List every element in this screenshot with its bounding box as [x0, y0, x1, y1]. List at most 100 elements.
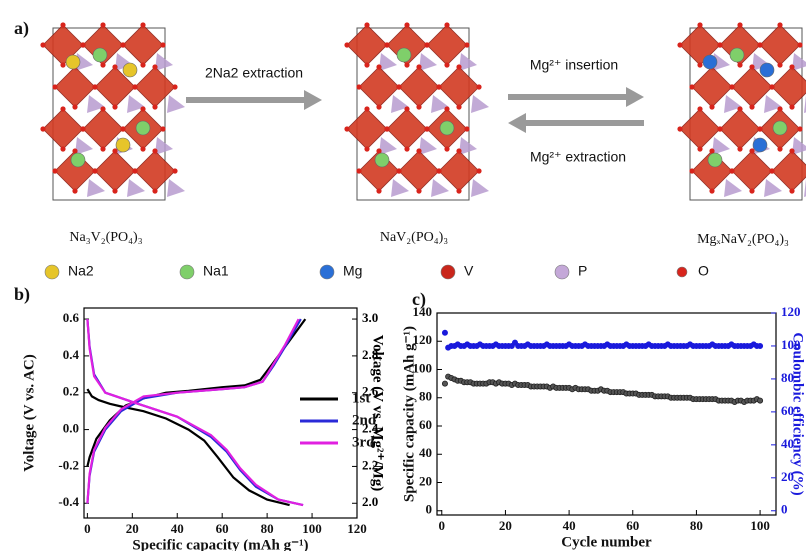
- arrow-label: 2Na2 extraction: [205, 65, 303, 81]
- o-atom: [152, 64, 157, 69]
- po4-tetrahedron: [431, 179, 449, 197]
- o-atom: [60, 106, 65, 111]
- y-axis-label: Voltage (V vs. AC): [21, 354, 37, 472]
- x-tick-label: 20: [126, 521, 139, 536]
- o-atom: [100, 106, 105, 111]
- point: [442, 330, 447, 335]
- y-tick-label: 40: [419, 445, 432, 460]
- y-tick-label: 80: [419, 389, 432, 404]
- o-atom: [797, 126, 802, 131]
- atom: [730, 48, 744, 62]
- o-atom: [757, 42, 762, 47]
- atom: [93, 48, 107, 62]
- y2-tick-label: 3.0: [362, 310, 378, 325]
- o-atom: [717, 126, 722, 131]
- vo6-octahedron: [772, 67, 806, 107]
- o-atom: [444, 106, 449, 111]
- atom: [123, 63, 137, 77]
- o-atom: [160, 126, 165, 131]
- y-tick-label: 60: [419, 417, 432, 432]
- o-atom: [789, 188, 794, 193]
- legend-label: P: [578, 263, 587, 279]
- po4-tetrahedron: [724, 179, 742, 197]
- atom: [375, 153, 389, 167]
- o-atom: [112, 188, 117, 193]
- o-atom: [456, 188, 461, 193]
- po4-tetrahedron: [459, 53, 477, 71]
- o-atom: [152, 104, 157, 109]
- o-atom: [140, 62, 145, 67]
- atom: [708, 153, 722, 167]
- po4-tetrahedron: [379, 53, 397, 71]
- y2-tick-label: 2.0: [362, 494, 378, 509]
- o-atom: [677, 126, 682, 131]
- o-atom: [717, 42, 722, 47]
- o-atom: [769, 168, 774, 173]
- o-atom: [172, 168, 177, 173]
- x-tick-label: 120: [347, 521, 367, 536]
- o-atom: [689, 84, 694, 89]
- o-atom: [777, 22, 782, 27]
- x-axis-label: Cycle number: [561, 534, 652, 550]
- y-tick-label: 0: [426, 502, 433, 517]
- x-tick-label: 0: [439, 518, 446, 533]
- o-atom: [40, 42, 45, 47]
- o-atom: [92, 84, 97, 89]
- o-atom: [396, 84, 401, 89]
- o-atom: [777, 106, 782, 111]
- x-tick-label: 20: [499, 518, 512, 533]
- o-atom: [120, 126, 125, 131]
- o-atom: [356, 168, 361, 173]
- o-atom: [112, 104, 117, 109]
- series-line: [87, 319, 303, 505]
- o-atom: [424, 42, 429, 47]
- o-atom: [416, 188, 421, 193]
- y-tick-label: 0.0: [63, 421, 79, 436]
- o-atom: [709, 104, 714, 109]
- legend-swatch: [320, 265, 334, 279]
- atom: [753, 138, 767, 152]
- o-atom: [737, 106, 742, 111]
- o-atom: [729, 168, 734, 173]
- atom: [773, 121, 787, 135]
- po4-tetrahedron: [75, 137, 93, 155]
- o-atom: [112, 64, 117, 69]
- o-atom: [404, 146, 409, 151]
- atom: [136, 121, 150, 135]
- legend-swatch: [555, 265, 569, 279]
- formula: Na₃V₂(PO₄)₃: [69, 230, 142, 245]
- o-atom: [152, 188, 157, 193]
- y2-tick-label: 0: [781, 502, 788, 517]
- po4-tetrahedron: [155, 53, 173, 71]
- o-atom: [677, 42, 682, 47]
- o-atom: [344, 42, 349, 47]
- o-atom: [444, 146, 449, 151]
- y-axis-label: Specific capacity (mAh g⁻¹): [401, 326, 417, 502]
- figure: a) 2Na2 extraction Mg²⁺ insertion Mg²⁺ e…: [0, 0, 806, 551]
- o-atom: [404, 22, 409, 27]
- o-atom: [364, 146, 369, 151]
- y-tick-label: 0.2: [63, 384, 79, 399]
- o-atom: [364, 22, 369, 27]
- legend-swatch: [45, 265, 59, 279]
- o-atom: [60, 22, 65, 27]
- o-atom: [140, 146, 145, 151]
- o-atom: [376, 64, 381, 69]
- vo6-octahedron: [772, 151, 806, 191]
- point: [757, 343, 762, 348]
- formula: MgₓNaV₂(PO₄)₃: [697, 232, 789, 247]
- legend-label: V: [464, 263, 474, 279]
- po4-tetrahedron: [391, 179, 409, 197]
- x-tick-label: 40: [563, 518, 576, 533]
- po4-tetrahedron: [127, 179, 145, 197]
- point: [757, 398, 762, 403]
- o-atom: [749, 188, 754, 193]
- atom: [71, 153, 85, 167]
- x-tick-label: 80: [690, 518, 703, 533]
- atom: [66, 55, 80, 69]
- o-atom: [464, 126, 469, 131]
- o-atom: [444, 22, 449, 27]
- o-atom: [476, 84, 481, 89]
- o-atom: [132, 168, 137, 173]
- o-atom: [52, 84, 57, 89]
